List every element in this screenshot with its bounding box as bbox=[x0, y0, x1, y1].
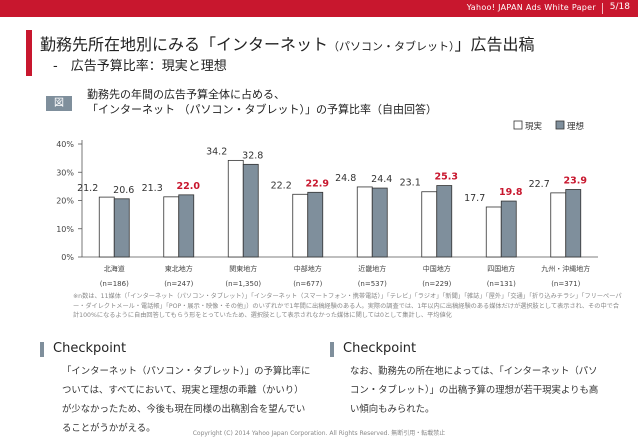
bar-ideal bbox=[178, 194, 195, 258]
data-label-actual: 17.7 bbox=[464, 193, 485, 204]
checkpoint-2-title: Checkpoint bbox=[343, 341, 417, 356]
data-label-ideal: 23.9 bbox=[564, 175, 587, 186]
data-label-actual: 22.7 bbox=[529, 179, 550, 190]
footnote: ※n数は、11媒体（「インターネット（パソコン・タブレット）」「インターネット（… bbox=[73, 293, 622, 319]
page-subtitle: - 広告予算比率：現実と理想 bbox=[53, 59, 227, 74]
legend-label-1: 理想 bbox=[567, 121, 585, 132]
data-label-ideal: 22.9 bbox=[306, 178, 329, 189]
bar-ideal bbox=[307, 191, 324, 258]
title-accent-bar bbox=[26, 30, 32, 76]
data-label-ideal: 32.8 bbox=[242, 150, 263, 161]
y-tick-label: 20% bbox=[56, 197, 74, 206]
brand-text: Yahoo! JAPAN Ads White Paper bbox=[466, 3, 596, 12]
legend-label-0: 現実 bbox=[525, 121, 543, 132]
bar-ideal bbox=[565, 189, 582, 258]
category-label: 関東地方 bbox=[229, 264, 257, 273]
data-label-actual: 22.2 bbox=[271, 180, 292, 191]
title-main: 勤務先所在地別にみる「インターネット bbox=[40, 35, 329, 54]
checkpoint-1-marker bbox=[40, 342, 44, 357]
checkpoint-1-body: 「インターネット（パソコン・タブレット）」の予算比率については、すべてにおいて、… bbox=[62, 366, 311, 434]
sample-size-label: (n=247) bbox=[164, 280, 193, 288]
data-label-actual: 21.2 bbox=[77, 183, 98, 194]
y-tick-label: 30% bbox=[56, 168, 74, 177]
bar-ideal bbox=[113, 198, 130, 258]
bar-actual bbox=[550, 192, 567, 258]
category-label: 中部地方 bbox=[294, 264, 322, 273]
sample-size-label: (n=186) bbox=[100, 280, 129, 288]
data-label-ideal: 19.8 bbox=[499, 187, 523, 198]
header-bar: Yahoo! JAPAN Ads White Paper 5/18 bbox=[0, 0, 638, 17]
data-label-actual: 23.1 bbox=[400, 178, 421, 189]
data-label-ideal: 22.0 bbox=[177, 181, 201, 192]
legend-swatch-1 bbox=[555, 120, 565, 130]
bar-actual bbox=[421, 191, 438, 258]
category-label: 北海道 bbox=[104, 264, 125, 273]
category-label: 近畿地方 bbox=[358, 264, 386, 273]
category-label: 東北地方 bbox=[165, 264, 193, 273]
data-label-ideal: 25.3 bbox=[435, 172, 458, 183]
title-small: （パソコン・タブレット） bbox=[328, 40, 455, 53]
page-title: 勤務先所在地別にみる「インターネット（パソコン・タブレット）」広告出稿 bbox=[40, 31, 535, 55]
header-divider bbox=[602, 3, 603, 14]
data-label-ideal: 24.4 bbox=[371, 174, 392, 185]
copyright: Copyright (C) 2014 Yahoo Japan Corporati… bbox=[192, 430, 446, 437]
figure-desc-line1: 勤務先の年間の広告予算全体に占める、 bbox=[87, 88, 285, 101]
bar-ideal bbox=[500, 200, 517, 258]
title-end: 」広告出稿 bbox=[454, 35, 535, 54]
bar-ideal bbox=[242, 163, 259, 258]
sample-size-label: (n=371) bbox=[551, 280, 580, 288]
category-label: 四国地方 bbox=[487, 264, 515, 273]
category-label: 中国地方 bbox=[423, 264, 451, 273]
bar-actual bbox=[163, 196, 180, 258]
figure-desc-line2: 「インターネット （パソコン・タブレット）」の予算比率（自由回答） bbox=[87, 103, 437, 116]
bar-actual bbox=[227, 159, 244, 258]
data-label-actual: 21.3 bbox=[142, 183, 163, 194]
sample-size-label: (n=229) bbox=[422, 280, 451, 288]
sample-size-label: (n=677) bbox=[293, 280, 322, 288]
bar-ideal bbox=[371, 187, 388, 258]
y-tick-label: 10% bbox=[56, 225, 74, 234]
sample-size-label: (n=1,350) bbox=[225, 280, 261, 288]
figure-badge: 図 bbox=[46, 96, 72, 111]
bar-actual bbox=[98, 196, 115, 258]
sample-size-label: (n=131) bbox=[487, 280, 516, 288]
y-tick-label: 0% bbox=[61, 253, 74, 262]
data-label-ideal: 20.6 bbox=[113, 185, 134, 196]
bar-actual bbox=[292, 193, 309, 258]
bar-chart: 0% 10% 20% 30% 40% 現実 理想 21.2 20.6 北海道 (n=186) 21.3… bbox=[56, 120, 598, 288]
sample-size-label: (n=537) bbox=[358, 280, 387, 288]
checkpoint-2-marker bbox=[330, 342, 334, 357]
bar-actual bbox=[485, 206, 502, 258]
y-tick-label: 40% bbox=[56, 140, 74, 149]
checkpoint-1-title: Checkpoint bbox=[53, 341, 127, 356]
data-label-actual: 24.8 bbox=[335, 173, 356, 184]
checkpoint-2-body: なお、勤務先の所在地によっては、「インターネット（パソコン・タブレット）」の出稿… bbox=[350, 366, 599, 415]
bar-ideal bbox=[436, 185, 453, 258]
bar-actual bbox=[356, 186, 373, 258]
data-label-actual: 34.2 bbox=[206, 146, 227, 157]
legend-swatch-0 bbox=[513, 120, 523, 130]
category-label: 九州・沖縄地方 bbox=[541, 264, 590, 273]
page-number: 5/18 bbox=[609, 2, 630, 12]
figure-description: 勤務先の年間の広告予算全体に占める、 「インターネット （パソコン・タブレット）… bbox=[87, 87, 437, 117]
